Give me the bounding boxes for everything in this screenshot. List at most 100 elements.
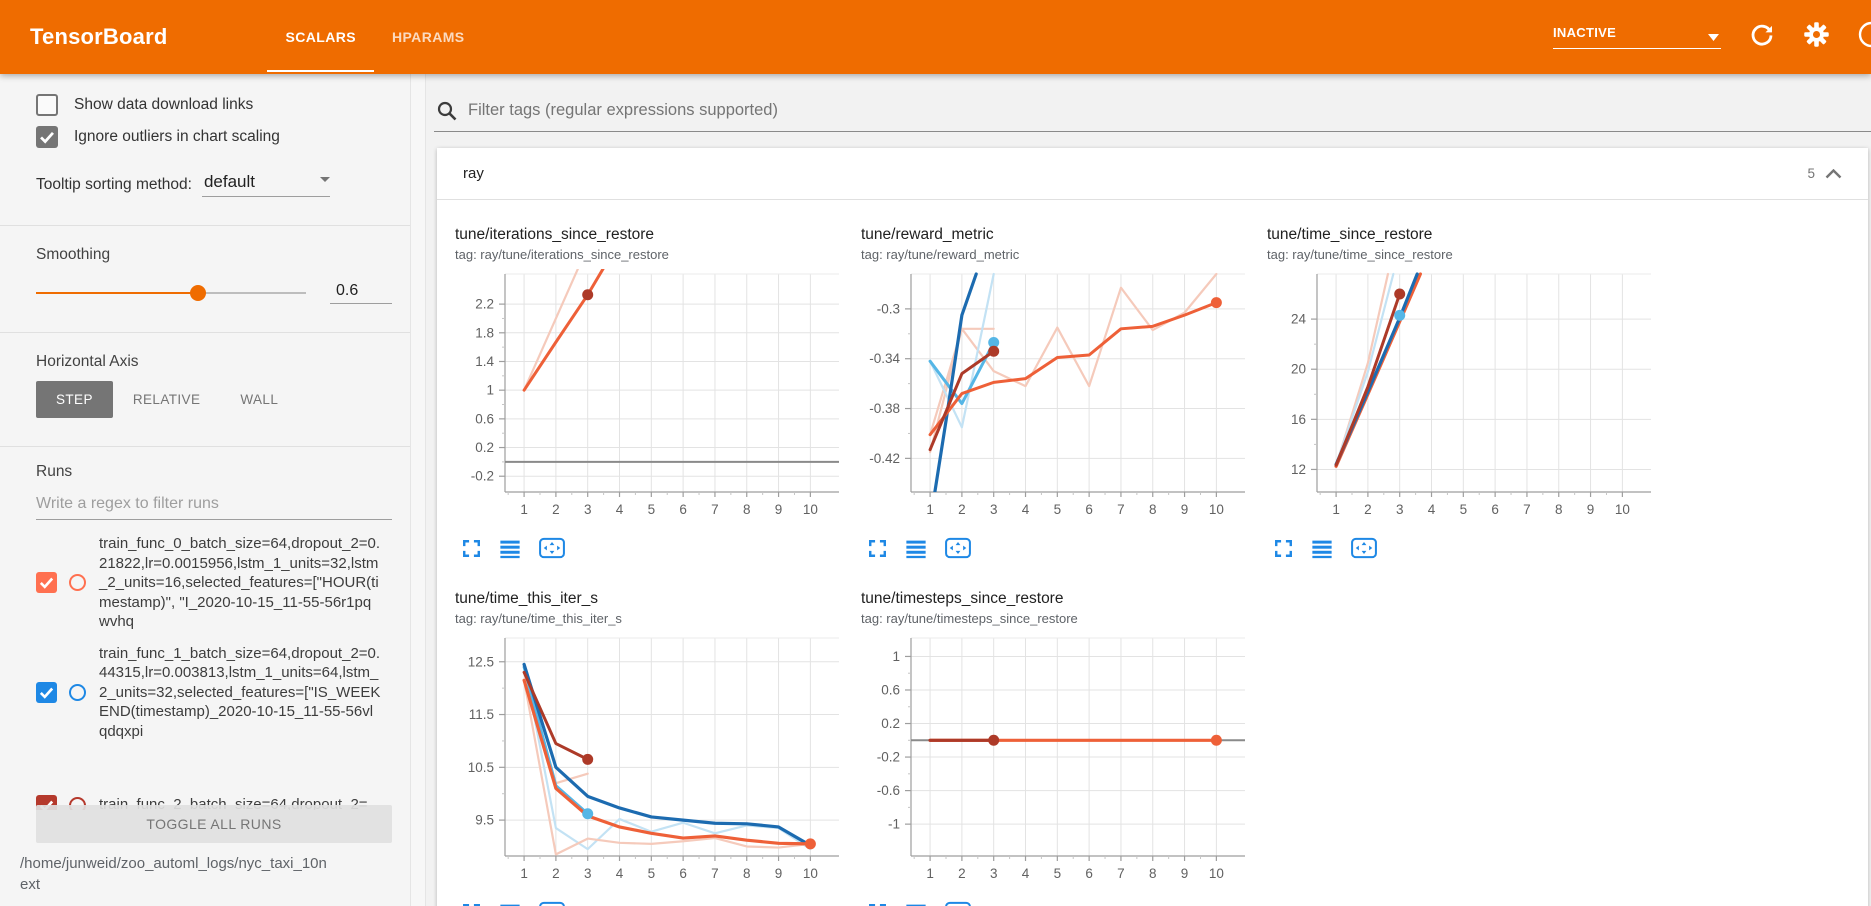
chart-card: tune/iterations_since_restore tag: ray/tu… bbox=[455, 226, 847, 564]
tooltip-sorting-label: Tooltip sorting method: bbox=[36, 176, 192, 193]
fit-domain-icon[interactable] bbox=[538, 537, 566, 564]
svg-text:12.5: 12.5 bbox=[468, 654, 494, 669]
fit-domain-icon[interactable] bbox=[1350, 537, 1378, 564]
tag-group-name: ray bbox=[463, 165, 484, 182]
status-dropdown[interactable]: INACTIVE bbox=[1553, 25, 1721, 49]
run-name[interactable]: train_func_1_batch_size=64,dropout_2=0.4… bbox=[99, 644, 381, 740]
svg-text:7: 7 bbox=[711, 866, 719, 881]
settings-gear-icon[interactable] bbox=[1803, 21, 1830, 53]
svg-text:-0.34: -0.34 bbox=[869, 351, 900, 366]
run-selector-icon[interactable] bbox=[1310, 538, 1334, 564]
svg-text:1.4: 1.4 bbox=[475, 354, 494, 369]
tab-hparams[interactable]: HPARAMS bbox=[391, 29, 465, 45]
expand-chart-icon[interactable] bbox=[867, 902, 888, 906]
axis-option-step[interactable]: STEP bbox=[36, 381, 113, 418]
svg-text:3: 3 bbox=[990, 866, 998, 881]
svg-text:6: 6 bbox=[679, 502, 687, 517]
svg-text:5: 5 bbox=[648, 502, 656, 517]
run-checkbox-checked-icon[interactable] bbox=[36, 572, 57, 594]
svg-text:0.2: 0.2 bbox=[475, 440, 494, 455]
fit-domain-icon[interactable] bbox=[944, 537, 972, 564]
chart-plot[interactable]: 1 2 3 4 5 6 7 8 9 10 -0.3 -0.34 -0.38 -0.42 bbox=[861, 268, 1253, 530]
svg-text:10.5: 10.5 bbox=[468, 760, 494, 775]
tooltip-sorting-row: Tooltip sorting method: default bbox=[36, 172, 392, 197]
chart-title: tune/iterations_since_restore bbox=[455, 226, 655, 243]
settings-sidebar: Show data download links Ignore outliers… bbox=[0, 74, 410, 906]
smoothing-value[interactable]: 0.6 bbox=[330, 282, 392, 304]
expand-chart-icon[interactable] bbox=[461, 902, 482, 906]
runs-filter-input[interactable] bbox=[36, 495, 392, 513]
expand-chart-icon[interactable] bbox=[867, 538, 888, 564]
svg-text:0.6: 0.6 bbox=[881, 682, 900, 697]
chevron-down-icon bbox=[1708, 29, 1719, 44]
expand-chart-icon[interactable] bbox=[1273, 538, 1294, 564]
chart-line bbox=[522, 663, 812, 851]
run-selector-icon[interactable] bbox=[904, 538, 928, 564]
svg-text:-0.42: -0.42 bbox=[869, 451, 900, 466]
svg-text:9.5: 9.5 bbox=[475, 813, 494, 828]
svg-text:1: 1 bbox=[926, 502, 934, 517]
slider-fill bbox=[36, 292, 198, 294]
divider bbox=[0, 332, 410, 333]
svg-text:10: 10 bbox=[803, 502, 818, 517]
slider-thumb[interactable] bbox=[190, 285, 206, 301]
run-selector-icon[interactable] bbox=[498, 902, 522, 906]
tag-group-header[interactable]: ray 5 bbox=[437, 148, 1868, 200]
run-row: train_func_0_batch_size=64,dropout_2=0.2… bbox=[36, 534, 392, 632]
run-selector-icon[interactable] bbox=[498, 538, 522, 564]
chevron-up-icon[interactable] bbox=[1825, 168, 1842, 179]
svg-text:9: 9 bbox=[1587, 502, 1595, 517]
svg-text:9: 9 bbox=[1181, 502, 1189, 517]
svg-text:6: 6 bbox=[1085, 866, 1093, 881]
svg-text:10: 10 bbox=[803, 866, 818, 881]
help-icon[interactable] bbox=[1858, 21, 1871, 53]
run-selector-icon[interactable] bbox=[904, 902, 928, 906]
run-radio-icon[interactable] bbox=[69, 796, 86, 810]
run-radio-icon[interactable] bbox=[69, 574, 86, 592]
svg-text:7: 7 bbox=[711, 502, 719, 517]
status-label: INACTIVE bbox=[1553, 25, 1617, 40]
svg-text:3: 3 bbox=[584, 502, 592, 517]
axis-option-relative[interactable]: RELATIVE bbox=[132, 392, 201, 407]
fit-domain-icon[interactable] bbox=[944, 901, 972, 906]
svg-text:-0.2: -0.2 bbox=[877, 750, 900, 765]
chart-line bbox=[1334, 272, 1395, 466]
sidebar-scrollbar[interactable] bbox=[410, 74, 426, 906]
svg-text:7: 7 bbox=[1523, 502, 1531, 517]
svg-text:1: 1 bbox=[892, 649, 900, 664]
run-radio-icon[interactable] bbox=[69, 683, 86, 701]
chart-line bbox=[933, 272, 978, 492]
divider bbox=[0, 446, 410, 447]
smoothing-slider[interactable] bbox=[36, 285, 306, 301]
show-download-links-checkbox[interactable]: Show data download links bbox=[36, 94, 392, 116]
run-name[interactable]: train_func_0_batch_size=64,dropout_2=0.2… bbox=[99, 535, 381, 630]
tab-scalars[interactable]: SCALARS bbox=[267, 0, 375, 74]
toggle-all-runs-button[interactable]: TOGGLE ALL RUNS bbox=[36, 805, 392, 843]
reload-icon[interactable] bbox=[1749, 22, 1775, 53]
chart-toolbar bbox=[1267, 537, 1659, 564]
chart-plot[interactable]: 1 2 3 4 5 6 7 8 9 10 1 0.6 0.2 -0.2 -0.6 -1 bbox=[861, 632, 1253, 894]
svg-text:4: 4 bbox=[1022, 866, 1030, 881]
chart-toolbar bbox=[455, 537, 847, 564]
tag-group-count: 5 bbox=[1807, 166, 1815, 181]
expand-chart-icon[interactable] bbox=[461, 538, 482, 564]
log-directory-path: /home/junweid/zoo_automl_logs/nyc_taxi_1… bbox=[20, 855, 327, 893]
chart-card: tune/reward_metric tag: ray/tune/reward_m… bbox=[861, 226, 1253, 564]
ignore-outliers-checkbox[interactable]: Ignore outliers in chart scaling bbox=[36, 126, 392, 148]
chart-toolbar bbox=[455, 901, 847, 906]
tooltip-sorting-dropdown[interactable]: default bbox=[201, 172, 330, 197]
axis-option-wall[interactable]: WALL bbox=[240, 392, 279, 407]
run-checkbox-checked-icon[interactable] bbox=[36, 681, 57, 703]
chart-endpoint-dot bbox=[804, 838, 816, 850]
search-icon bbox=[437, 101, 457, 120]
svg-text:12: 12 bbox=[1291, 462, 1306, 477]
chart-plot[interactable]: 1 2 3 4 5 6 7 8 9 10 -0.2 0.2 0.6 1 1.4 1.8 2.2 bbox=[455, 268, 847, 530]
fit-domain-icon[interactable] bbox=[538, 901, 566, 906]
tag-filter bbox=[434, 90, 1871, 132]
chart-plot[interactable]: 1 2 3 4 5 6 7 8 9 10 9.5 10.5 11.5 12.5 bbox=[455, 632, 847, 894]
svg-text:1: 1 bbox=[926, 866, 934, 881]
tag-filter-input[interactable] bbox=[468, 101, 1871, 120]
chart-line bbox=[522, 678, 812, 846]
svg-text:1: 1 bbox=[486, 383, 494, 398]
